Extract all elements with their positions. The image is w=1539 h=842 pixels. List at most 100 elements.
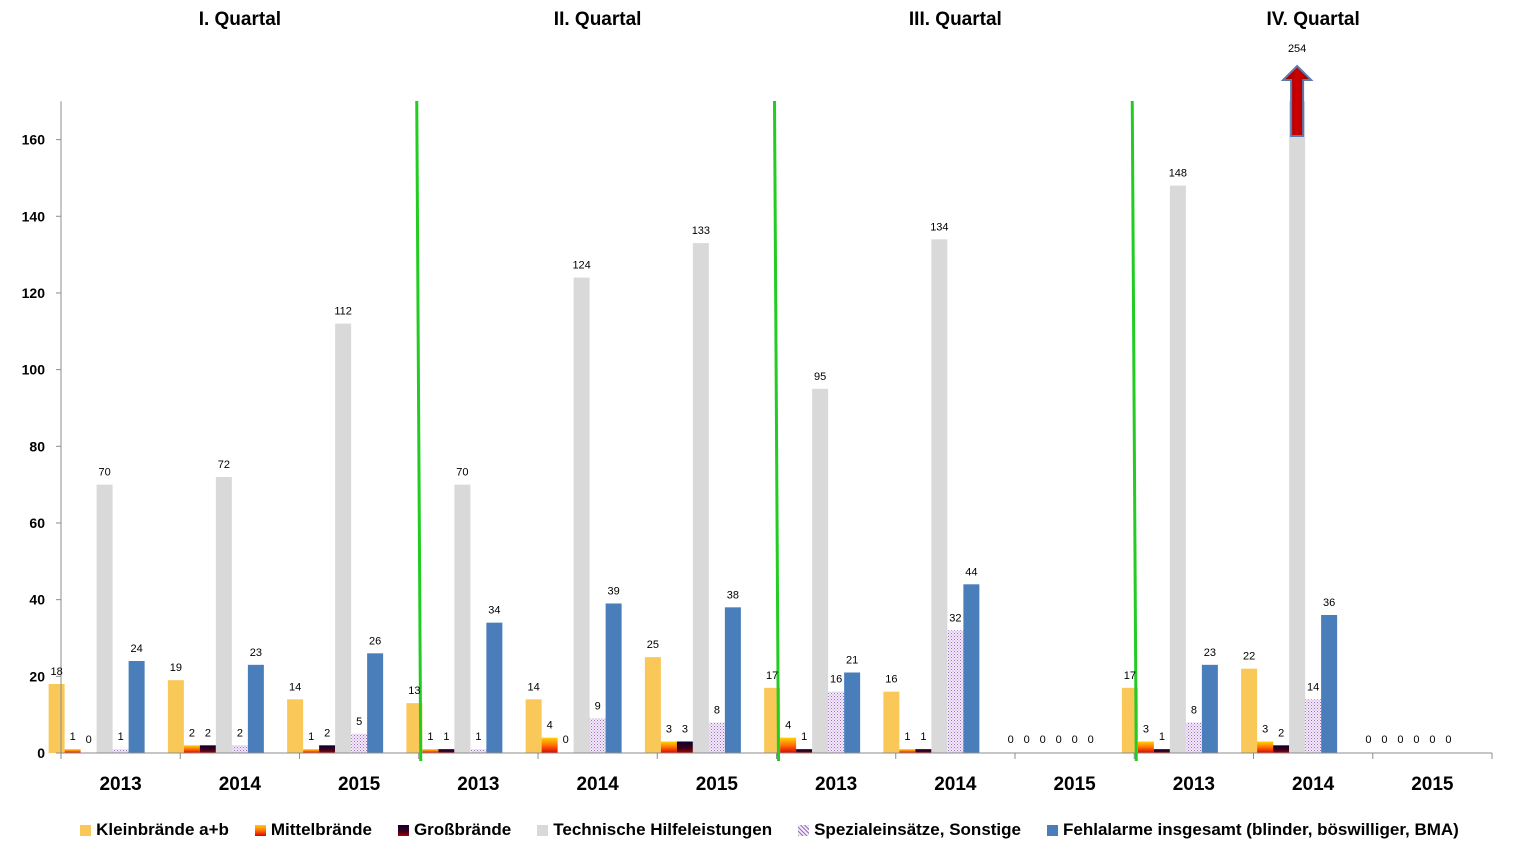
- legend-swatch-kleinbraende-a-b: [80, 824, 92, 836]
- bar-technische-hilfeleistungen-8: [931, 239, 948, 754]
- data-label-grossbraende-6: 3: [682, 723, 688, 735]
- bar-technische-hilfeleistungen-7: [812, 388, 829, 753]
- data-label-mittelbraende-9: 0: [1024, 734, 1030, 746]
- bar-spezialeinsaetze-sonstige-5: [589, 718, 606, 753]
- data-label-kleinbraende-a-b-5: 14: [528, 681, 540, 693]
- bar-grossbraende-4: [438, 749, 455, 753]
- data-label-mittelbraende-6: 3: [666, 723, 672, 735]
- y-tick-label-120: 120: [22, 285, 46, 301]
- bar-mittelbraende-5: [541, 737, 558, 753]
- bar-fehlalarme-insgesamt-blinder-boeswilliger-bma-11: [1321, 614, 1338, 753]
- data-label-fehlalarme-insgesamt-blinder-boeswilliger-bma-12: 0: [1445, 734, 1451, 746]
- data-label-mittelbraende-10: 3: [1143, 723, 1149, 735]
- bar-fehlalarme-insgesamt-blinder-boeswilliger-bma-1: [128, 660, 145, 753]
- data-label-grossbraende-9: 0: [1040, 734, 1046, 746]
- data-label-spezialeinsaetze-sonstige-6: 8: [714, 704, 720, 716]
- bar-kleinbraende-a-b-1: [48, 683, 65, 753]
- bar-technische-hilfeleistungen-11: [1289, 101, 1306, 753]
- bar-fehlalarme-insgesamt-blinder-boeswilliger-bma-4: [486, 622, 503, 753]
- bar-grossbraende-3: [319, 745, 336, 753]
- data-label-grossbraende-2: 2: [205, 727, 211, 739]
- legend-swatch-spezialeinsaetze-sonstige: [798, 824, 810, 836]
- data-label-kleinbraende-a-b-12: 0: [1365, 734, 1371, 746]
- bar-spezialeinsaetze-sonstige-3: [351, 733, 368, 753]
- quarter-title-3: III. Quartal: [909, 9, 1002, 30]
- bar-technische-hilfeleistungen-10: [1169, 185, 1186, 754]
- data-label-technische-hilfeleistungen-1: 70: [99, 467, 111, 479]
- legend: Kleinbrände a+b Mittelbrände Großbrände Tec…: [0, 818, 1539, 842]
- quarter-separator-3: [1130, 100, 1138, 762]
- data-label-kleinbraende-a-b-2: 19: [170, 662, 182, 674]
- data-label-grossbraende-11: 2: [1278, 727, 1284, 739]
- data-label-technische-hilfeleistungen-10: 148: [1169, 168, 1187, 180]
- legend-swatch-technische-hilfeleistungen: [537, 824, 549, 836]
- y-tick-label-0: 0: [37, 745, 45, 761]
- legend-swatch-fehlalarme-insgesamt-blinder-boeswilliger-bma: [1047, 824, 1058, 836]
- off-scale-value-label: 254: [1288, 43, 1306, 55]
- data-label-mittelbraende-2: 2: [189, 727, 195, 739]
- quarter-title-1: I. Quartal: [199, 9, 281, 30]
- data-label-mittelbraende-1: 1: [70, 731, 76, 743]
- bar-kleinbraende-a-b-3: [287, 699, 304, 753]
- quarter-separator-2: [773, 100, 780, 762]
- bar-grossbraende-10: [1153, 749, 1170, 753]
- legend-item-kleinbraende-a-b: Kleinbrände a+b: [80, 820, 229, 840]
- x-tick-label-3: 2015: [338, 774, 381, 795]
- bar-kleinbraende-a-b-5: [525, 699, 542, 753]
- bar-spezialeinsaetze-sonstige-8: [947, 630, 964, 753]
- bars: [48, 101, 1338, 754]
- bar-spezialeinsaetze-sonstige-6: [708, 722, 725, 753]
- chart-canvas: I. Quartal II. Quartal III. Quartal IV. Qua…: [22, 9, 1493, 795]
- x-tick-label-9: 2015: [1053, 774, 1096, 795]
- data-label-spezialeinsaetze-sonstige-11: 14: [1307, 681, 1319, 693]
- data-label-fehlalarme-insgesamt-blinder-boeswilliger-bma-3: 26: [369, 635, 381, 647]
- data-label-mittelbraende-4: 1: [427, 731, 433, 743]
- data-label-mittelbraende-5: 4: [547, 720, 553, 732]
- data-label-technische-hilfeleistungen-6: 133: [692, 225, 710, 237]
- legend-item-mittelbraende: Mittelbrände: [254, 820, 372, 840]
- bar-fehlalarme-insgesamt-blinder-boeswilliger-bma-6: [724, 607, 741, 753]
- data-label-spezialeinsaetze-sonstige-9: 0: [1072, 734, 1078, 746]
- data-label-kleinbraende-a-b-11: 22: [1243, 651, 1255, 663]
- data-label-fehlalarme-insgesamt-blinder-boeswilliger-bma-5: 39: [608, 585, 620, 597]
- bar-mittelbraende-1: [64, 749, 81, 753]
- data-label-grossbraende-5: 0: [563, 734, 569, 746]
- quarter-title-2: II. Quartal: [554, 9, 642, 30]
- bar-technische-hilfeleistungen-6: [692, 243, 709, 753]
- off-scale-arrow-icon: [1280, 64, 1314, 137]
- bar-technische-hilfeleistungen-4: [454, 484, 471, 753]
- annotations: 254: [1280, 43, 1314, 137]
- data-label-mittelbraende-8: 1: [904, 731, 910, 743]
- data-label-technische-hilfeleistungen-3: 112: [334, 306, 352, 318]
- data-label-fehlalarme-insgesamt-blinder-boeswilliger-bma-9: 0: [1088, 734, 1094, 746]
- x-tick-label-2: 2014: [219, 774, 262, 795]
- quarter-title-4: IV. Quartal: [1266, 9, 1359, 30]
- data-label-fehlalarme-insgesamt-blinder-boeswilliger-bma-4: 34: [488, 605, 500, 617]
- data-label-fehlalarme-insgesamt-blinder-boeswilliger-bma-10: 23: [1204, 647, 1216, 659]
- data-label-technische-hilfeleistungen-9: 0: [1056, 734, 1062, 746]
- bar-fehlalarme-insgesamt-blinder-boeswilliger-bma-5: [605, 603, 622, 753]
- data-label-technische-hilfeleistungen-5: 124: [572, 260, 590, 272]
- bar-technische-hilfeleistungen-1: [96, 484, 113, 753]
- data-label-fehlalarme-insgesamt-blinder-boeswilliger-bma-1: 24: [131, 643, 143, 655]
- data-label-kleinbraende-a-b-10: 17: [1124, 670, 1136, 682]
- bar-fehlalarme-insgesamt-blinder-boeswilliger-bma-2: [247, 664, 264, 753]
- data-label-fehlalarme-insgesamt-blinder-boeswilliger-bma-2: 23: [250, 647, 262, 659]
- bar-kleinbraende-a-b-2: [167, 680, 184, 753]
- x-tick-label-10: 2013: [1173, 774, 1215, 795]
- bar-fehlalarme-insgesamt-blinder-boeswilliger-bma-8: [963, 584, 980, 753]
- data-label-grossbraende-7: 1: [801, 731, 807, 743]
- bar-spezialeinsaetze-sonstige-4: [470, 749, 487, 753]
- data-label-kleinbraende-a-b-3: 14: [289, 681, 301, 693]
- bar-kleinbraende-a-b-6: [644, 657, 661, 753]
- y-tick-label-60: 60: [29, 515, 45, 531]
- bar-mittelbraende-2: [183, 745, 200, 753]
- data-label-fehlalarme-insgesamt-blinder-boeswilliger-bma-11: 36: [1323, 597, 1335, 609]
- data-label-spezialeinsaetze-sonstige-1: 1: [118, 731, 124, 743]
- data-label-spezialeinsaetze-sonstige-5: 9: [595, 700, 601, 712]
- data-label-grossbraende-12: 0: [1397, 734, 1403, 746]
- bar-spezialeinsaetze-sonstige-11: [1305, 699, 1322, 753]
- quarter-separators: [415, 100, 1138, 762]
